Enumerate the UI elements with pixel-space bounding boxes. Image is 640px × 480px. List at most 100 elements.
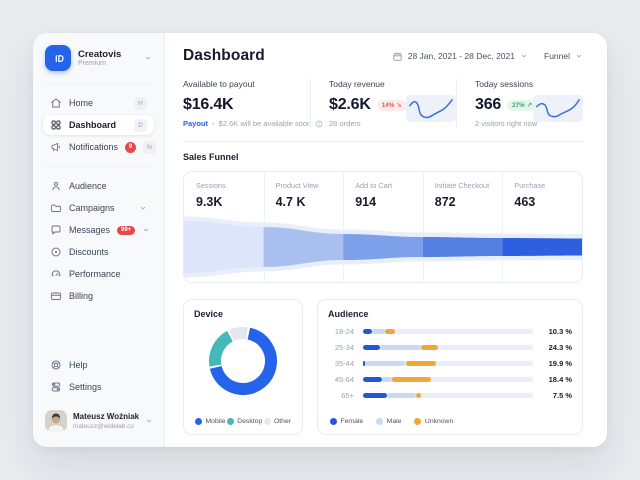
bar-segment-male: [381, 377, 392, 382]
shortcut-key: D: [134, 118, 147, 132]
stat-note: Payout • $2.6K will be available soon: [183, 119, 323, 128]
bar-segment-female: [363, 329, 372, 334]
bar-segment-male: [371, 329, 386, 334]
view-selector-value: Funnel: [544, 51, 570, 61]
device-donut-chart: [208, 327, 277, 395]
funnel-stage-5: Purchase 463: [502, 172, 582, 209]
funnel-stage-label: Sessions: [196, 181, 226, 190]
funnel-column-divider: [422, 172, 424, 282]
sidebar-item-performance[interactable]: Performance: [43, 264, 154, 284]
sidebar-item-billing[interactable]: Billing: [43, 286, 154, 306]
user-menu[interactable]: Mateusz Woźniak mateusz@widelab.co: [43, 407, 154, 435]
sidebar-item-dashboard[interactable]: Dashboard D: [43, 115, 154, 135]
funnel-stage-3: Add to Cart 914: [343, 172, 423, 209]
age-group-label: 65+: [341, 391, 354, 400]
bar-track: [363, 329, 533, 334]
legend-dot: [330, 418, 337, 425]
age-group-label: 35-44: [334, 359, 354, 368]
legend-item-other: Other: [263, 418, 291, 425]
funnel-segment-3: [343, 234, 423, 260]
sidebar-item-label: Discounts: [69, 247, 109, 257]
view-selector[interactable]: Funnel: [544, 51, 583, 61]
legend-label: Other: [274, 418, 291, 425]
sidebar-nav-bottom: Help Settings: [43, 355, 154, 397]
funnel-stage-label: Initiate Checkout: [434, 181, 490, 190]
page-title: Dashboard: [183, 47, 265, 64]
sidebar-nav-secondary: Audience Campaigns Messages 99+ Discounts Per…: [43, 176, 154, 306]
sessions-sparkline: [533, 95, 583, 122]
stat-value: $16.4K: [183, 96, 234, 113]
trend-down-icon: ↘: [396, 101, 402, 109]
audience-legend: Female Male Unknown: [328, 418, 572, 425]
funnel-chart: [184, 216, 582, 278]
stats-row: Available to payout $16.4K Payout • $2.6…: [183, 79, 583, 128]
bar-track: [363, 345, 533, 350]
user-email: mateusz@widelab.co: [73, 422, 134, 430]
chevron-down-icon: [139, 204, 147, 212]
sidebar-nav-primary: Home H Dashboard D Notifications 9 N: [43, 93, 157, 157]
funnel-stages: Sessions 9.3K Product View 4.7 K Add to Ca…: [184, 172, 582, 209]
payout-link[interactable]: Payout: [183, 119, 209, 128]
sidebar-item-campaigns[interactable]: Campaigns: [43, 198, 154, 218]
device-legend: Mobile Desktop Other: [194, 418, 292, 425]
bar-track: [363, 377, 533, 382]
sidebar-item-audience[interactable]: Audience: [43, 176, 154, 196]
funnel-segment-1: [184, 221, 264, 273]
funnel-stage-label: Add to Cart: [355, 181, 393, 190]
sidebar-item-label: Audience: [69, 181, 107, 191]
funnel-stage-value: 914: [355, 195, 377, 209]
sidebar-item-label: Billing: [69, 291, 94, 301]
legend-item-desktop: Desktop: [226, 418, 262, 425]
funnel-segment-5: [502, 238, 582, 256]
date-range-picker[interactable]: 28 Jan, 2021 - 28 Dec, 2021: [392, 51, 528, 62]
chevron-down-icon: [142, 226, 150, 234]
audience-rows: 18-24 10.3 % 25-34 24.3 % 35-44 19.9 % 45-6…: [328, 327, 572, 400]
audience-row-35-44: 35-44 19.9 %: [328, 359, 572, 368]
bar-segment-female: [363, 393, 387, 398]
legend-dot: [263, 418, 271, 425]
sidebar-item-help[interactable]: Help: [43, 355, 154, 375]
main-content: Dashboard 28 Jan, 2021 - 28 Dec, 2021 Fu…: [165, 33, 607, 447]
funnel-segment-4: [422, 237, 503, 257]
funnel-stage-1: Sessions 9.3K: [184, 172, 264, 209]
sidebar-spacer: [43, 306, 154, 355]
funnel-stage-2: Product View 4.7 K: [264, 172, 344, 209]
bar-track: [363, 393, 533, 398]
megaphone-icon: [50, 141, 62, 153]
bar-segment-unknown: [415, 393, 421, 398]
funnel-column-divider: [343, 172, 345, 282]
chevron-down-icon: [145, 417, 153, 425]
audience-card: Audience 18-24 10.3 % 25-34 24.3 % 35-44 1…: [317, 299, 583, 435]
info-icon[interactable]: [315, 120, 323, 128]
sidebar-item-label: Settings: [69, 382, 102, 392]
age-group-label: 45-64: [334, 375, 354, 384]
sidebar-item-notifications[interactable]: Notifications 9 N: [43, 137, 157, 157]
settings-icon: [50, 381, 62, 393]
sidebar-item-label: Messages: [69, 225, 111, 235]
age-group-percentage: 24.3 %: [548, 343, 572, 352]
sidebar-divider: [45, 83, 152, 84]
sidebar-item-label: Campaigns: [69, 203, 115, 213]
billing-icon: [50, 290, 62, 302]
sidebar-item-label: Notifications: [69, 142, 119, 152]
chevron-down-icon: [520, 52, 528, 60]
audience-row-45-64: 45-64 18.4 %: [328, 375, 572, 384]
sidebar-item-messages[interactable]: Messages 99+: [43, 220, 154, 240]
legend-dot: [414, 418, 422, 425]
sidebar-item-discounts[interactable]: Discounts: [43, 242, 154, 262]
sidebar-item-settings[interactable]: Settings: [43, 377, 154, 397]
funnel-column-divider: [502, 172, 504, 282]
workspace-switcher[interactable]: Creatovis Premium: [43, 43, 154, 71]
audience-row-25-34: 25-34 24.3 %: [328, 343, 572, 352]
sidebar-item-label: Performance: [69, 269, 121, 279]
donut-slice-other: [209, 327, 277, 395]
stat-label: Today sessions: [475, 79, 534, 89]
chevron-down-icon: [575, 52, 583, 60]
app-window: Creatovis Premium Home H Dashboard D Notific…: [33, 33, 607, 447]
stat-note: 28 orders: [329, 119, 361, 128]
sidebar-item-home[interactable]: Home H: [43, 93, 154, 113]
legend-item-female: Female: [330, 418, 363, 425]
bar-segment-unknown: [420, 345, 438, 350]
discount-icon: [50, 246, 62, 258]
notification-count-badge: 99+: [117, 225, 136, 235]
